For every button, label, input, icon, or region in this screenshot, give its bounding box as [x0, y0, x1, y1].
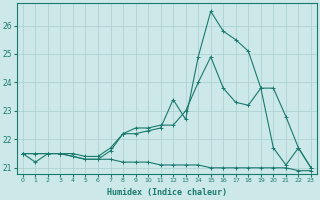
X-axis label: Humidex (Indice chaleur): Humidex (Indice chaleur): [107, 188, 227, 197]
